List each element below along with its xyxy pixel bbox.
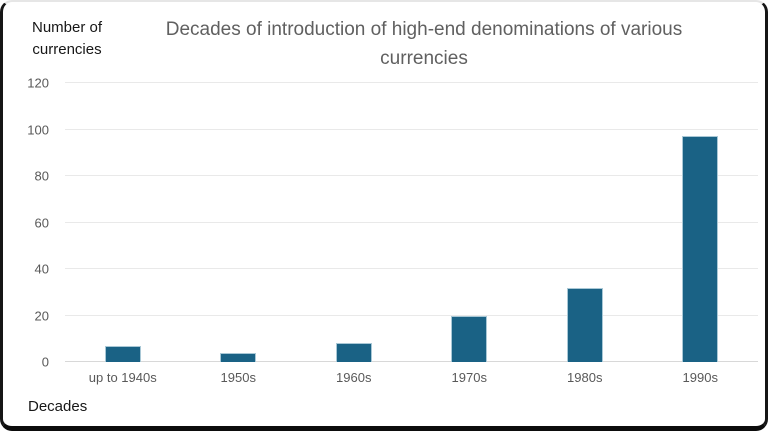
bar-slot [527,83,643,362]
y-tick-labels: 0 20 40 60 80 100 120 [3,77,49,369]
x-category-labels: up to 1940s 1950s 1960s 1970s 1980s 1990s [65,370,758,385]
x-tick-label: 1970s [451,370,487,385]
gridline [65,361,758,362]
x-tick-label: up to 1940s [88,370,157,385]
x-tick-label: 1950s [220,370,256,385]
x-tick-label: 1980s [567,370,603,385]
y-tick-label: 0 [41,354,49,370]
bar-slot [65,83,181,362]
bar-1960s [335,343,372,362]
gridline [65,175,758,176]
y-axis-title: Number of currencies [31,19,103,58]
bar-1990s [682,136,719,362]
gridline [65,82,758,83]
y-tick-label: 100 [27,122,49,137]
bar-1980s [566,287,603,362]
plot-area [65,82,758,362]
chart-title-text: Decades of introduction of high-end deno… [165,19,683,70]
bar-1970s [451,315,488,362]
gridline [65,128,758,130]
bar-slot [296,83,412,362]
y-tick-label: 80 [34,168,49,184]
y-tick-label: 20 [34,308,49,323]
x-axis-title: Decades [28,398,88,415]
bar-slot [181,83,297,362]
bar-slot [643,83,759,362]
chart-title: Decades of introduction of high-end deno… [113,15,735,74]
y-tick-label: 40 [34,261,49,277]
y-tick-label: 60 [34,215,49,230]
bar-slot [412,83,528,362]
bars [65,83,758,362]
gridline [65,314,758,316]
gridline [65,221,758,223]
gridline [65,268,758,269]
x-tick-label: 1960s [336,370,372,385]
x-tick-label: 1990s [682,370,718,385]
y-tick-label: 120 [27,75,49,91]
bar-1950s [220,352,257,362]
bar-up-to-1940s [104,345,141,362]
